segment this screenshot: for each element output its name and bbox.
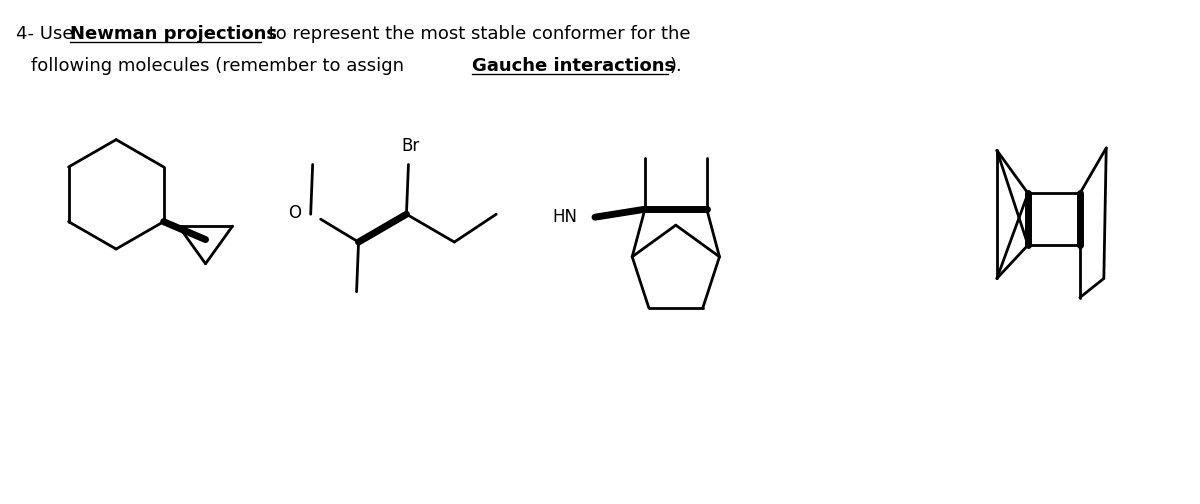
Text: Br: Br <box>401 137 420 155</box>
Text: Newman projections: Newman projections <box>71 25 277 43</box>
Text: to represent the most stable conformer for the: to represent the most stable conformer f… <box>263 25 690 43</box>
Text: following molecules (remember to assign: following molecules (remember to assign <box>31 57 410 75</box>
Text: ).: ). <box>670 57 683 75</box>
Text: Gauche interactions: Gauche interactions <box>473 57 676 75</box>
Text: 4- Use: 4- Use <box>17 25 79 43</box>
Text: HN: HN <box>552 208 577 226</box>
Text: O: O <box>288 204 301 222</box>
